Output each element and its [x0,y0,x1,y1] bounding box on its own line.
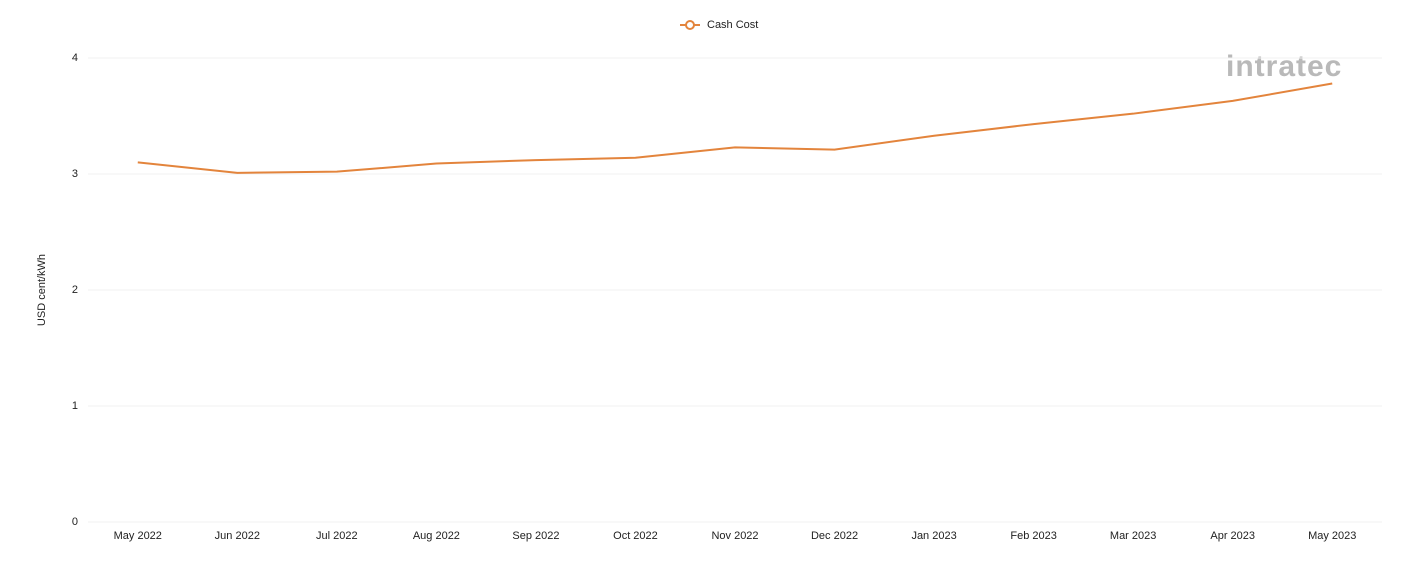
x-tick-label: Jul 2022 [316,530,358,542]
x-tick-label: Jun 2022 [215,530,260,542]
legend-label: Cash Cost [707,19,758,31]
y-tick-label: 0 [72,516,78,528]
x-tick-label: Mar 2023 [1110,530,1156,542]
x-tick-label: Feb 2023 [1010,530,1056,542]
x-tick-label: Apr 2023 [1210,530,1255,542]
x-tick-label: Sep 2022 [512,530,559,542]
x-tick-label: Aug 2022 [413,530,460,542]
y-tick-label: 2 [72,284,78,296]
watermark: intratec [1226,50,1342,83]
x-tick-label: May 2023 [1308,530,1356,542]
y-tick-label: 4 [72,52,78,64]
x-tick-label: Jan 2023 [911,530,956,542]
y-tick-label: 3 [72,168,78,180]
y-axis-label: USD cent/kWh [36,254,48,326]
legend-marker [685,20,695,30]
x-tick-label: Dec 2022 [811,530,858,542]
data-line [137,82,1333,174]
x-tick-label: Oct 2022 [613,530,658,542]
y-tick-label: 1 [72,400,78,412]
x-tick-label: May 2022 [114,530,162,542]
x-tick-label: Nov 2022 [711,530,758,542]
